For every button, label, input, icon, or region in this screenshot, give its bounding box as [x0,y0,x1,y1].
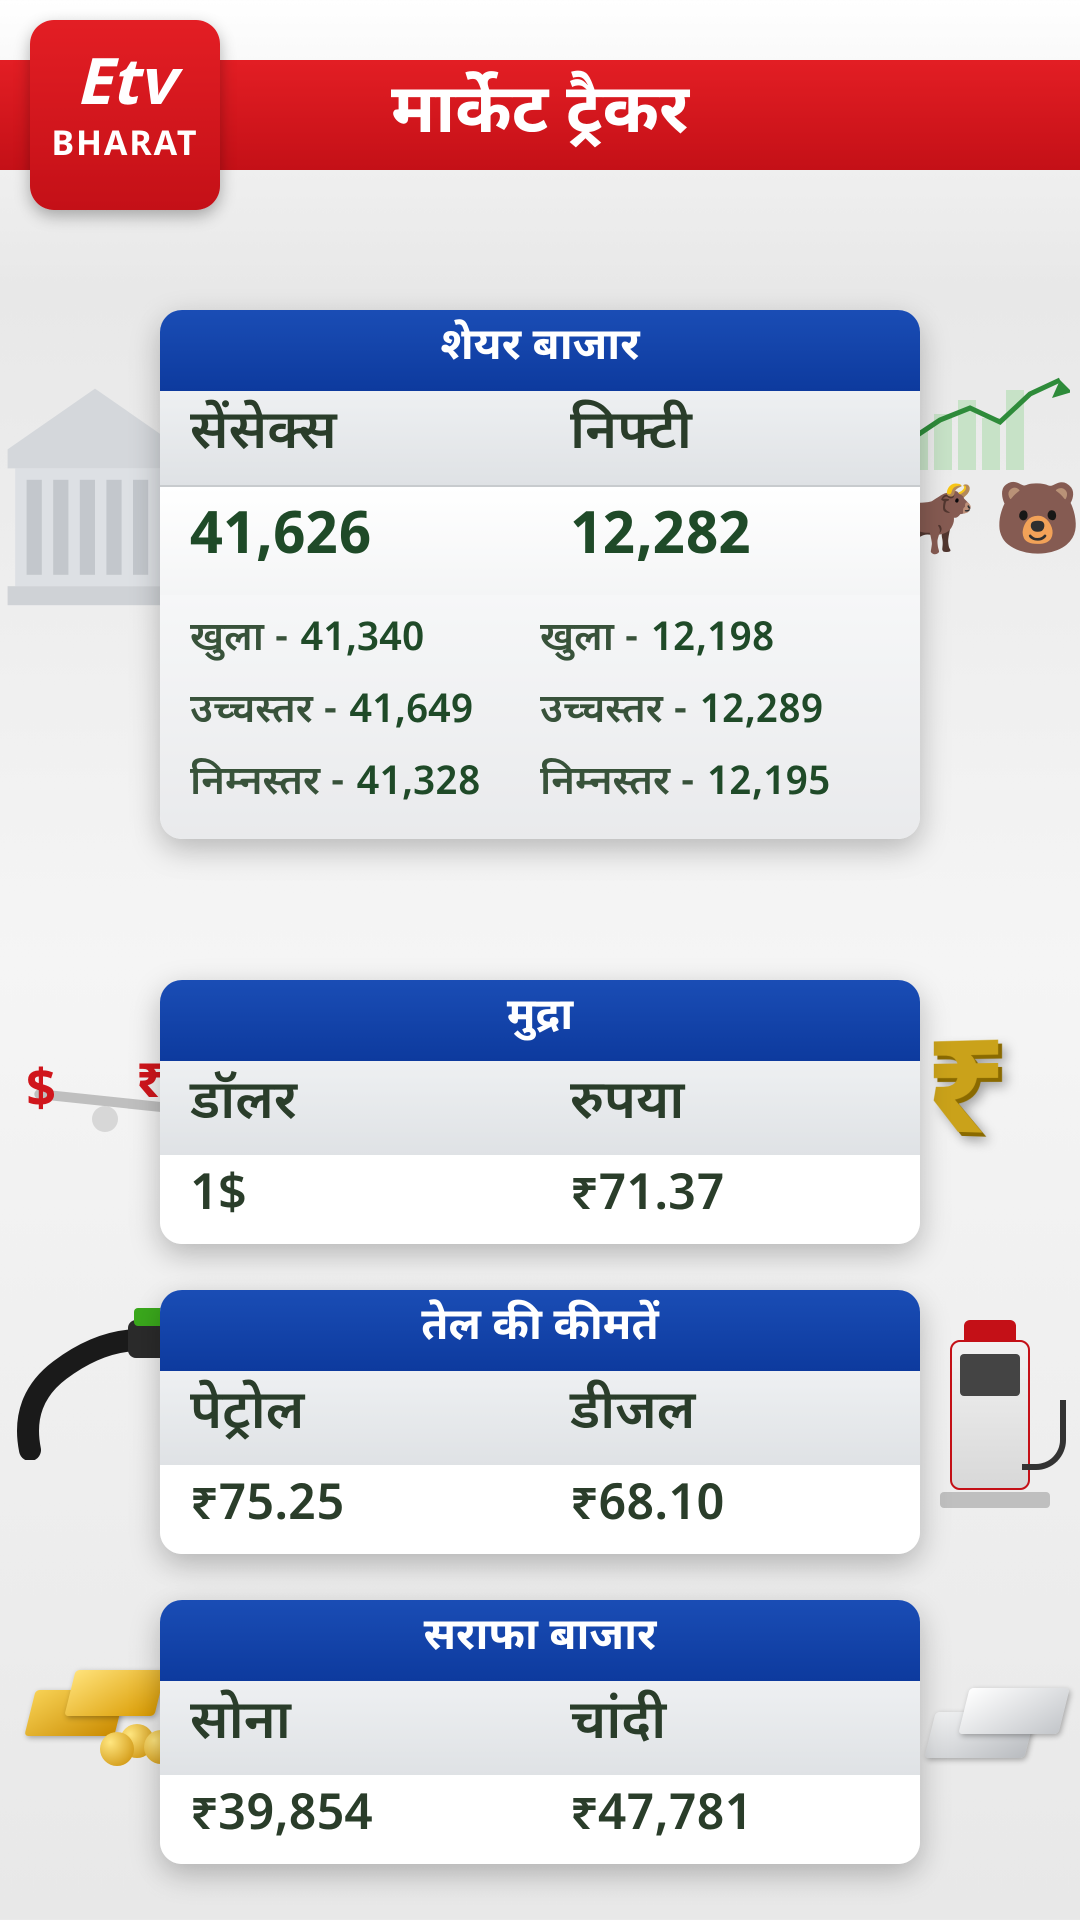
fuel-pump-icon [920,1310,1070,1530]
sensex-low-v: 41,328 [357,759,481,811]
page-title: मार्केट ट्रैकर [391,71,689,160]
diesel-value: ₹68.10 [540,1465,920,1554]
nifty-high-k: उच्चस्तर - [540,687,688,739]
sensex-open-k: खुला - [190,615,289,667]
bullion-card: सराफा बाजार सोना चांदी ₹39,854 ₹47,781 [160,1600,920,1864]
dollar-value: 1$ [160,1155,540,1244]
petrol-value: ₹75.25 [160,1465,540,1554]
nifty-high-v: 12,289 [700,687,824,739]
brand-line2: BHARAT [52,125,199,169]
diesel-label: डीजल [540,1371,920,1465]
sensex-high-k: उच्चस्तर - [190,687,338,739]
nifty-low-v: 12,195 [707,759,831,811]
oil-prices-card: तेल की कीमतें पेट्रोल डीजल ₹75.25 ₹68.10 [160,1290,920,1554]
oil-heading: तेल की कीमतें [160,1290,920,1371]
sensex-label: सेंसेक्स [160,391,540,485]
currency-heading: मुद्रा [160,980,920,1061]
rupee-3d-icon: ₹ [925,996,1071,1174]
nifty-value: 12,282 [540,487,920,595]
nifty-open-v: 12,198 [651,615,775,667]
stock-stats: खुला -41,340 खुला -12,198 उच्चस्तर -41,6… [160,595,920,839]
sensex-low-k: निम्नस्तर - [190,759,345,811]
silver-value: ₹47,781 [540,1775,920,1864]
bullion-heading: सराफा बाजार [160,1600,920,1681]
nifty-open-k: खुला - [540,615,639,667]
rupee-label: रुपया [540,1061,920,1155]
sensex-open-v: 41,340 [301,615,425,667]
silver-bars-icon [910,1660,1080,1800]
gold-label: सोना [160,1681,540,1775]
brand-logo: Etv BHARAT [30,20,220,210]
silver-label: चांदी [540,1681,920,1775]
currency-card: मुद्रा डॉलर रुपया 1$ ₹71.37 [160,980,920,1244]
brand-line1: Etv [76,61,175,119]
sensex-value: 41,626 [160,487,540,595]
nifty-low-k: निम्नस्तर - [540,759,695,811]
gold-value: ₹39,854 [160,1775,540,1864]
nifty-label: निफ्टी [540,391,920,485]
stock-market-card: शेयर बाजार सेंसेक्स निफ्टी 41,626 12,282… [160,310,920,839]
dollar-label: डॉलर [160,1061,540,1155]
sensex-high-v: 41,649 [350,687,474,739]
rupee-value: ₹71.37 [540,1155,920,1244]
petrol-label: पेट्रोल [160,1371,540,1465]
stock-heading: शेयर बाजार [160,310,920,391]
